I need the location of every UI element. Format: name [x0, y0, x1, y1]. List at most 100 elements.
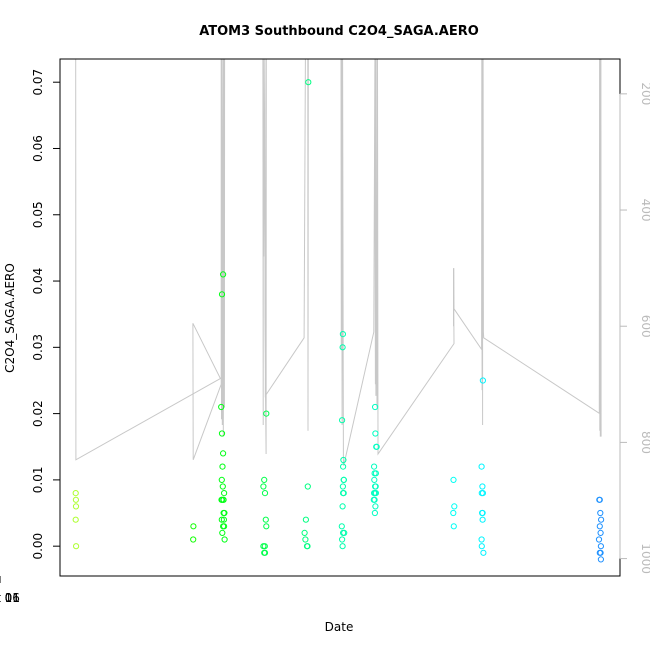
- data-point: [479, 483, 486, 490]
- data-point: [597, 529, 604, 537]
- data-point: [301, 529, 308, 537]
- pressure-series-line: [75, 58, 602, 466]
- y2-tick-label: 1000: [639, 543, 650, 574]
- data-point: [372, 490, 379, 497]
- data-point: [72, 503, 80, 510]
- data-point: [597, 549, 604, 556]
- x-axis-label: Date: [325, 620, 354, 634]
- y-tick-label: 0.05: [31, 201, 45, 228]
- data-point: [479, 509, 486, 517]
- data-point: [219, 529, 226, 537]
- data-point: [372, 503, 379, 510]
- data-point: [338, 523, 345, 530]
- data-point: [263, 410, 270, 417]
- y2-axis: 200 400 600 800 1000: [619, 82, 650, 574]
- data-point: [597, 556, 605, 563]
- data-point: [450, 523, 457, 530]
- data-point: [340, 476, 347, 483]
- data-point: [72, 490, 79, 497]
- y-axis-label: C2O4_SAGA.AERO: [3, 263, 17, 373]
- data-point: [339, 344, 346, 351]
- data-point: [220, 450, 227, 457]
- data-point: [340, 463, 347, 470]
- data-point: [262, 516, 269, 523]
- y2-tick-label: 200: [639, 82, 650, 105]
- data-point: [302, 516, 309, 523]
- data-point: [451, 503, 458, 510]
- data-point: [72, 496, 80, 503]
- data-point: [373, 443, 380, 450]
- data-point: [218, 476, 225, 483]
- data-point: [221, 536, 228, 543]
- data-point: [72, 516, 79, 523]
- data-point: [261, 490, 269, 497]
- data-point: [304, 483, 311, 490]
- data-point: [371, 463, 378, 470]
- data-point: [339, 536, 346, 543]
- data-point: [261, 549, 269, 556]
- y-tick-label: 0.07: [31, 69, 45, 96]
- data-point: [219, 463, 226, 470]
- data-point: [372, 470, 379, 477]
- data-point: [339, 503, 346, 510]
- data-point: [598, 516, 605, 523]
- data-point: [340, 529, 347, 537]
- data-point: [190, 523, 197, 530]
- data-point: [304, 543, 311, 550]
- data-point: [261, 476, 268, 483]
- data-point: [479, 516, 486, 523]
- data-point: [595, 536, 603, 543]
- data-point: [340, 456, 347, 464]
- data-point: [218, 516, 225, 523]
- x-tick-label: Oct 01: [0, 591, 20, 605]
- data-point: [596, 496, 603, 503]
- data-point: [302, 536, 309, 543]
- data-point: [73, 543, 80, 550]
- data-point: [597, 543, 605, 550]
- data-point: [371, 509, 378, 517]
- y-tick-label: 0.02: [31, 400, 45, 427]
- data-point: [220, 271, 227, 278]
- data-point: [219, 483, 226, 490]
- data-point: [372, 430, 379, 437]
- data-point: [479, 377, 486, 384]
- data-point: [218, 291, 226, 298]
- data-point: [218, 430, 226, 437]
- data-point: [221, 490, 228, 497]
- data-point: [479, 490, 486, 497]
- y-tick-label: 0.06: [31, 135, 45, 162]
- x-axis: Oct 01Oct 06Oct 11: [0, 576, 20, 605]
- data-point: [261, 543, 268, 550]
- data-point: [339, 483, 346, 490]
- data-point: [221, 509, 228, 517]
- data-point: [372, 403, 379, 411]
- data-point: [339, 331, 346, 338]
- data-points-layer: [72, 79, 605, 563]
- data-point: [596, 523, 603, 530]
- data-point: [597, 509, 604, 517]
- data-point: [478, 463, 485, 470]
- data-point: [339, 543, 346, 550]
- data-point: [220, 516, 227, 523]
- data-point: [450, 509, 457, 517]
- data-point: [372, 483, 379, 490]
- data-point: [478, 536, 485, 543]
- y-tick-label: 0.03: [31, 334, 45, 361]
- y-tick-label: 0.00: [31, 533, 45, 560]
- y-axis: 0.00 0.01 0.02 0.03 0.04 0.05 0.06 0.07: [31, 69, 61, 560]
- chart-title: ATOM3 Southbound C2O4_SAGA.AERO: [199, 24, 479, 39]
- data-point: [220, 496, 227, 503]
- data-point: [371, 496, 378, 503]
- data-point: [260, 483, 267, 490]
- data-point: [221, 523, 228, 530]
- y-tick-label: 0.04: [31, 268, 45, 295]
- pressure-line-layer: [75, 58, 602, 466]
- y-tick-label: 0.01: [31, 467, 45, 494]
- data-point: [480, 549, 487, 556]
- y2-tick-label: 400: [639, 199, 650, 222]
- data-point: [340, 490, 347, 497]
- data-point: [478, 543, 485, 550]
- data-point: [190, 536, 197, 543]
